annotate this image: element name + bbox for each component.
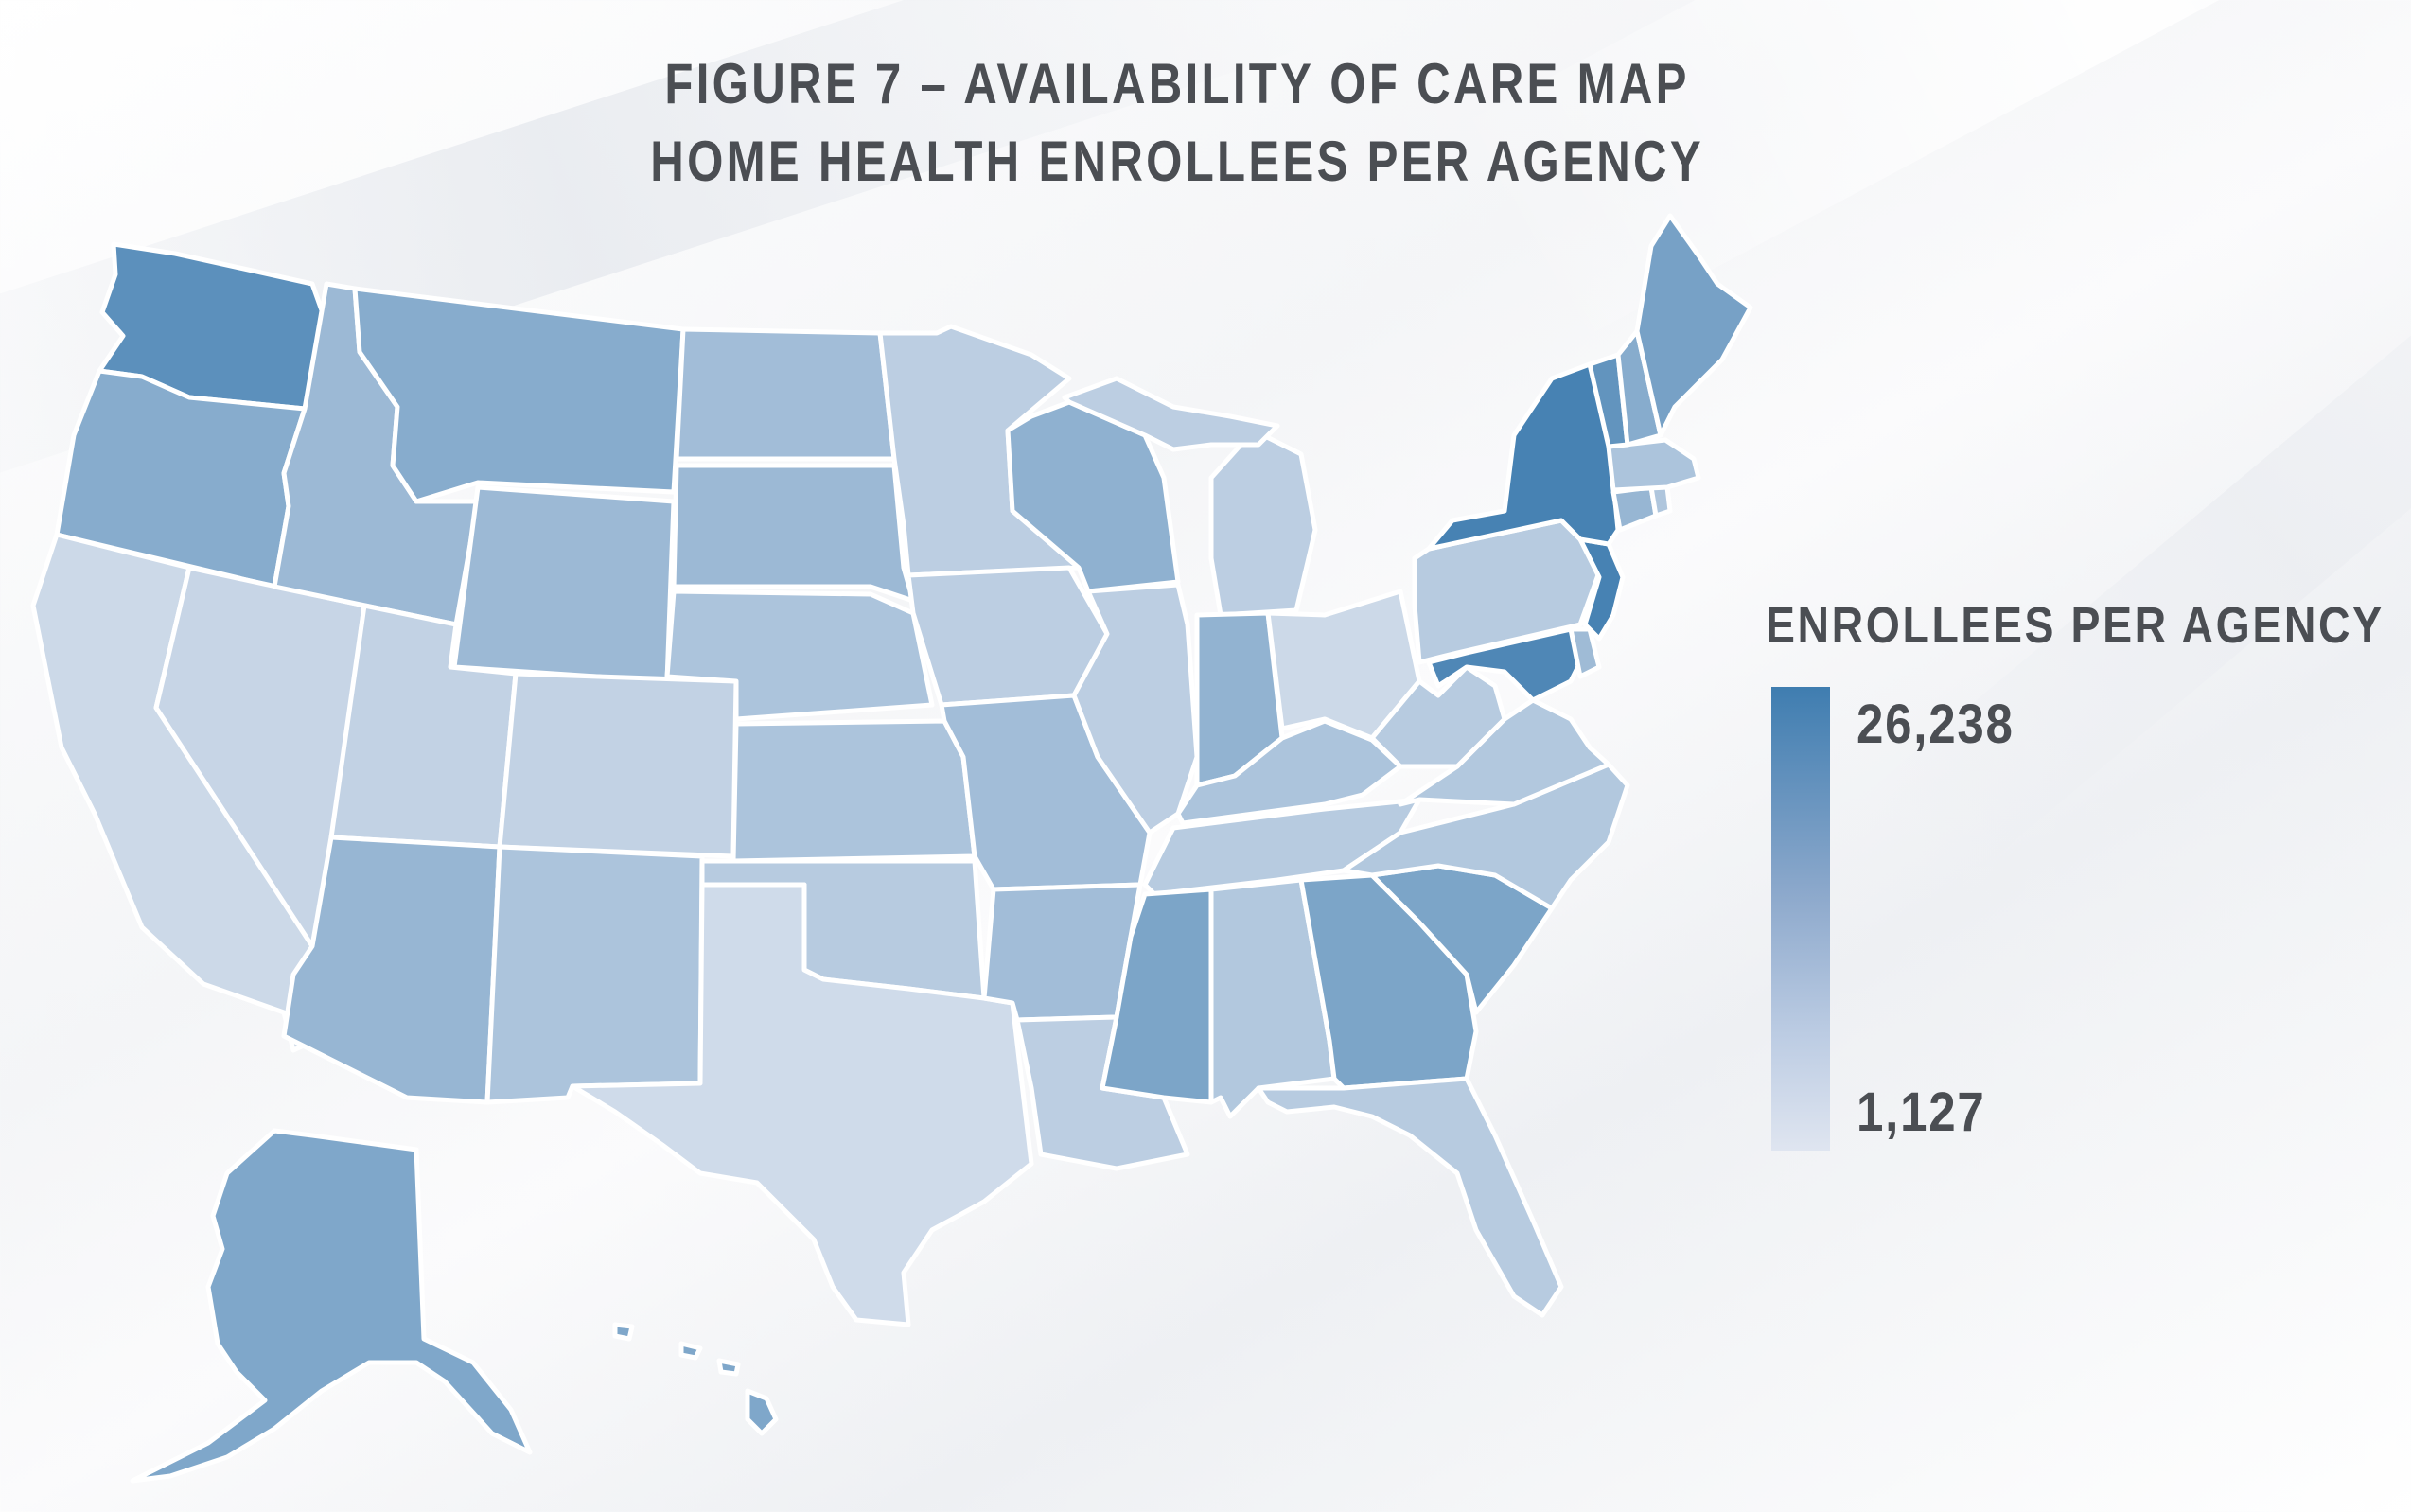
state-ar (981, 882, 1143, 1023)
state-fl (1256, 1076, 1564, 1318)
state-wy (451, 484, 677, 684)
state-me (1634, 213, 1753, 438)
state-mi-upper (1062, 376, 1280, 452)
state-nd (674, 326, 897, 462)
legend-min-label: 1,127 (1857, 1081, 1986, 1143)
state-hi (612, 1322, 779, 1436)
state-ks (730, 718, 977, 864)
title-line-1: FIGURE 7 – AVAILABILITY OF CARE MAP (664, 52, 1690, 115)
legend-color-scale (1771, 687, 1830, 1151)
state-nc (1341, 762, 1630, 911)
state-tx (570, 882, 1034, 1327)
state-ak (130, 1128, 533, 1484)
state-md (1426, 626, 1583, 703)
legend-title: ENROLLEES PER AGENCY (1766, 597, 2385, 654)
state-co (497, 671, 739, 859)
legend-max-label: 26,238 (1857, 694, 2015, 755)
state-nm (484, 844, 705, 1105)
state-ny (1426, 361, 1621, 552)
state-mt (352, 286, 686, 504)
states-layer (30, 213, 1753, 1484)
state-nj (1577, 536, 1626, 642)
state-ct (1610, 484, 1659, 533)
title-line-2: HOME HEALTH ENROLLEES PER AGENCY (650, 130, 1704, 193)
state-mi (1208, 428, 1318, 618)
state-wv (1369, 664, 1507, 769)
state-il (1071, 582, 1200, 835)
state-de (1568, 626, 1602, 679)
chart-title: FIGURE 7 – AVAILABILITY OF CARE MAP HOME… (211, 45, 2143, 201)
state-ma (1606, 437, 1701, 493)
state-ri (1648, 484, 1673, 519)
state-sd (671, 463, 916, 604)
state-ne (664, 589, 935, 722)
